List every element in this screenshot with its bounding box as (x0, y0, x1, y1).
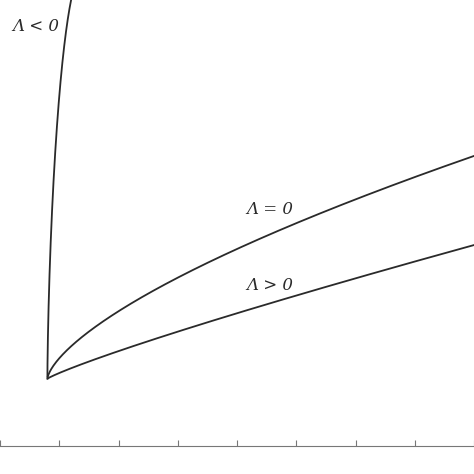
Text: Λ < 0: Λ < 0 (12, 18, 59, 35)
Text: Λ = 0: Λ = 0 (246, 201, 293, 218)
Text: Λ > 0: Λ > 0 (246, 277, 293, 293)
